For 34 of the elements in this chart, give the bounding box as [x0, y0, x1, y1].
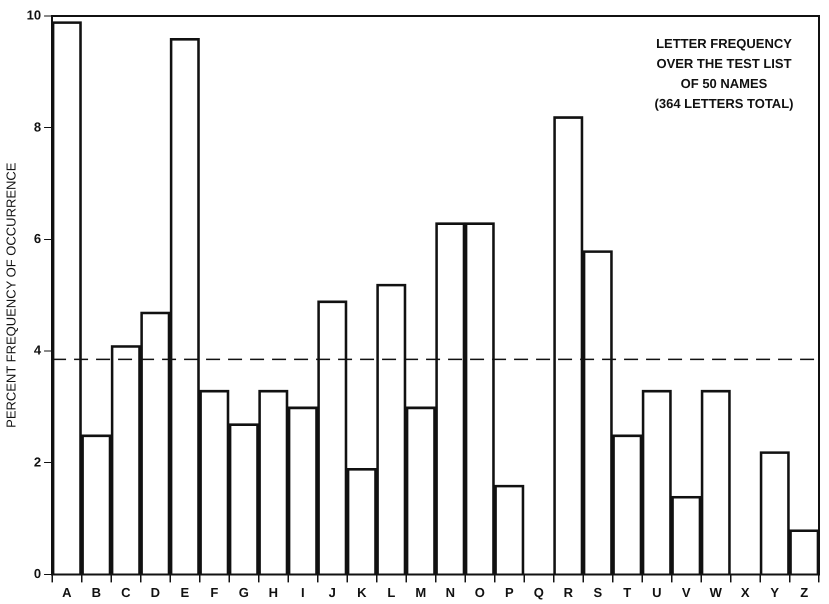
x-tick-label: X [740, 584, 750, 600]
annotation: LETTER FREQUENCY OVER THE TEST LIST OF 50 NAMES (364 LETTERS TOTAL) [654, 36, 794, 112]
x-tick-label: E [180, 584, 190, 600]
y-tick-label: 8 [34, 119, 42, 134]
x-tick-label: D [150, 584, 160, 600]
x-tick-label: S [593, 584, 602, 600]
x-tick-label: W [710, 584, 723, 600]
x-tick-label: M [415, 584, 426, 600]
y-axis-title: PERCENT FREQUENCY OF OCCURRENCE [3, 162, 18, 428]
y-tick-label: 0 [34, 566, 42, 581]
x-tick-label: L [387, 584, 396, 600]
y-tick-label: 2 [34, 454, 42, 470]
x-tick-label: V [682, 584, 691, 600]
y-tick-label: 4 [34, 342, 42, 358]
x-tick-label: B [92, 584, 101, 600]
y-tick-label: 6 [34, 230, 42, 246]
x-tick-label: J [328, 584, 336, 600]
x-tick-label: P [504, 584, 514, 600]
x-tick-label: Q [534, 584, 544, 600]
x-tick-label: H [268, 584, 278, 600]
x-tick-label: N [446, 584, 455, 600]
x-tick-label: F [210, 584, 218, 600]
x-tick-label: G [238, 584, 249, 600]
x-tick-label: T [623, 584, 632, 600]
x-tick-label: K [357, 584, 368, 600]
x-tick-label: I [300, 584, 305, 600]
x-tick-label: Y [770, 584, 780, 600]
x-tick-label: R [564, 584, 574, 600]
x-tick-label: O [474, 584, 485, 600]
y-tick-label: 10 [26, 8, 42, 23]
x-tick-label: Z [800, 584, 808, 600]
x-tick-label: A [62, 584, 72, 600]
x-tick-label: C [121, 584, 132, 600]
x-tick-label: U [652, 584, 662, 600]
